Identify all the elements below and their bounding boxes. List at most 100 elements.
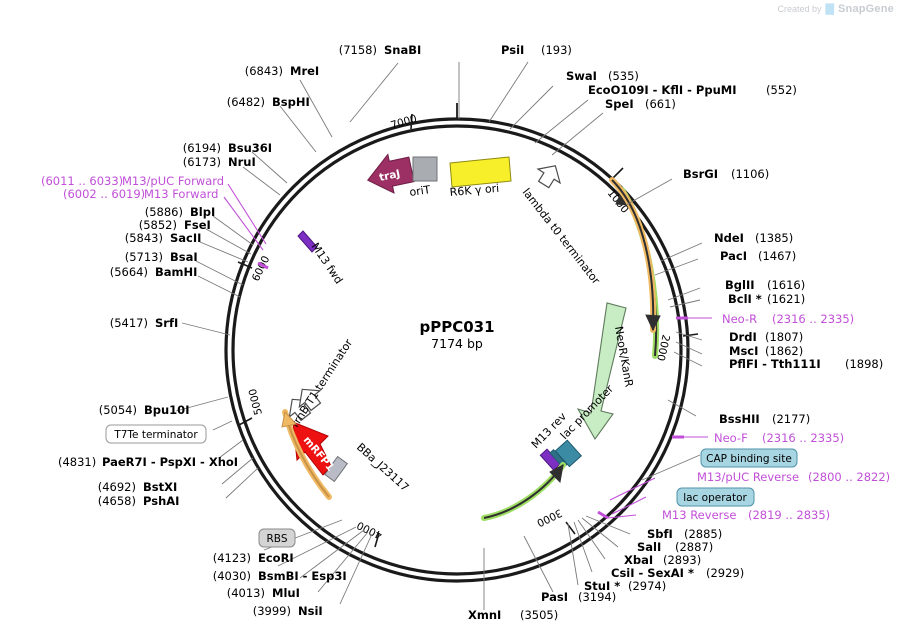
svg-text:(2893): (2893) (663, 553, 701, 567)
svg-text:(5054): (5054) (99, 403, 137, 417)
svg-text:NdeI: NdeI (714, 231, 744, 245)
svg-text:SrfI: SrfI (155, 316, 178, 330)
site-label: (5054) Bpu10I (99, 403, 190, 417)
site-label: SbfI (2885) (647, 527, 722, 541)
svg-text:SbfI: SbfI (647, 527, 673, 541)
feature-rrnb-t1-terminator[interactable]: rrnB T1 terminator (282, 336, 356, 430)
feature-m13-rev[interactable]: M13 rev (529, 410, 570, 471)
site-label: PasI (3194) (541, 590, 616, 604)
svg-text:BglII: BglII (725, 278, 755, 292)
svg-text:DrdI: DrdI (729, 330, 757, 344)
boxed-label-t7te-terminator[interactable]: T7Te terminator (105, 424, 207, 444)
svg-text:(6843): (6843) (245, 64, 283, 78)
snapgene-logo-icon: ▇ (825, 3, 834, 15)
svg-text:(1807): (1807) (765, 330, 803, 344)
svg-text:BclI *: BclI * (728, 292, 762, 306)
feature-orit[interactable]: oriT (409, 156, 438, 199)
site-label: (6843) MreI (245, 64, 319, 78)
site-label: (4831) PaeR7I - PspXI - XhoI (58, 455, 238, 469)
svg-text:(552): (552) (766, 83, 797, 97)
site-label: (5664) BamHI (110, 265, 198, 279)
boxed-label-text: lac operator (683, 492, 747, 504)
feature-r6k-ori[interactable]: R6K γ ori (449, 156, 512, 199)
svg-text:MscI: MscI (729, 344, 758, 358)
svg-text:(3194): (3194) (578, 590, 616, 604)
primer-label: M13/pUC Reverse (2800 .. 2822) (697, 470, 890, 484)
site-label: (4692) BstXI (98, 480, 178, 494)
site-label: MscI (1862) (729, 344, 803, 358)
feature-traj[interactable]: traJ (363, 150, 415, 198)
svg-text:(1621): (1621) (767, 292, 805, 306)
svg-text:BlpI: BlpI (190, 205, 215, 219)
feature-label-orit: oriT (409, 183, 432, 199)
site-label: PsiI (193) (501, 43, 572, 57)
svg-text:(2177): (2177) (772, 412, 810, 426)
svg-text:(3999): (3999) (253, 604, 291, 618)
feature-label-r6k-ori: R6K γ ori (449, 182, 500, 199)
site-label: BssHII (2177) (719, 412, 810, 426)
svg-text:(5417): (5417) (110, 316, 148, 330)
feature-label-bba-j23117: BBa_J23117 (354, 441, 411, 495)
svg-text:Neo-F: Neo-F (714, 431, 748, 445)
svg-text:(1862): (1862) (765, 344, 803, 358)
svg-text:M13 Forward: M13 Forward (144, 187, 218, 201)
site-label: PflFI - Tth111I (1898) (729, 357, 883, 371)
svg-text:(2316 .. 2335): (2316 .. 2335) (762, 431, 844, 445)
site-label: XbaI (2893) (624, 553, 701, 567)
svg-text:SpeI: SpeI (605, 97, 634, 111)
svg-text:M13/pUC Forward: M13/pUC Forward (122, 174, 224, 188)
svg-text:NsiI: NsiI (298, 604, 323, 618)
site-label: (6194) Bsu36I (183, 141, 272, 155)
svg-text:(535): (535) (608, 69, 639, 83)
svg-text:SnaBI: SnaBI (384, 43, 421, 57)
svg-text:(1898): (1898) (845, 357, 883, 371)
site-labels-right: BsrGI (1106) NdeI (1385) PacI (1467) BglII (… (584, 167, 883, 593)
plasmid-size: 7174 bp (431, 336, 483, 351)
svg-text:BstXI: BstXI (143, 480, 177, 494)
site-label: EcoO109I - KflI - PpuMI (552) (588, 83, 797, 97)
svg-text:EcoRI: EcoRI (258, 551, 294, 565)
svg-text:FseI: FseI (184, 218, 211, 232)
svg-text:Bsu36I: Bsu36I (228, 141, 272, 155)
feature-lac-promoter[interactable]: lac promoter (554, 382, 616, 468)
svg-text:(1616): (1616) (767, 278, 805, 292)
svg-text:M13/pUC Reverse: M13/pUC Reverse (697, 470, 799, 484)
svg-text:PflFI - Tth111I: PflFI - Tth111I (729, 357, 821, 371)
inner-direction-arrows (281, 177, 661, 521)
svg-text:(4692): (4692) (98, 480, 136, 494)
svg-text:(2800 .. 2822): (2800 .. 2822) (808, 470, 890, 484)
feature-lambda-t0-terminator[interactable]: lambda t0 terminator (520, 159, 603, 287)
svg-text:PacI: PacI (720, 249, 747, 263)
coordinate-ticks: 1000 2000 3000 4000 5000 6000 7000 (237, 103, 699, 548)
svg-text:M13 Reverse: M13 Reverse (662, 508, 736, 522)
svg-text:(6011 .. 6033): (6011 .. 6033) (41, 174, 123, 188)
boxed-label-cap-binding-site[interactable]: CAP binding site (700, 448, 798, 468)
site-label: (5886) BlpI (145, 205, 215, 219)
svg-text:(2316 .. 2335): (2316 .. 2335) (772, 312, 854, 326)
site-label: BglII (1616) (725, 278, 805, 292)
site-label: BclI * (1621) (728, 292, 805, 306)
feature-bba-j23117[interactable]: BBa_J23117 (323, 441, 412, 495)
svg-text:CsiI - SexAI *: CsiI - SexAI * (611, 566, 694, 580)
primer-label: (6011 .. 6033)M13/pUC Forward (41, 174, 224, 188)
boxed-label-lac-operator[interactable]: lac operator (676, 487, 755, 507)
svg-text:(6482): (6482) (227, 95, 265, 109)
svg-text:(4030): (4030) (213, 569, 251, 583)
feature-label-neor-kanr: NeoR/KanR (612, 325, 636, 388)
boxed-label-text: CAP binding site (706, 453, 792, 465)
svg-text:(6002 .. 6019): (6002 .. 6019) (63, 187, 145, 201)
svg-text:Bpu10I: Bpu10I (144, 403, 189, 417)
tick-7000: 7000 (389, 113, 418, 132)
svg-text:(2887): (2887) (675, 540, 713, 554)
svg-text:MreI: MreI (290, 64, 319, 78)
site-label: (3999) NsiI (253, 604, 323, 618)
site-label: XmnI (3505) (468, 608, 558, 622)
tick-2000: 2000 (654, 333, 699, 362)
feature-m13-fwd[interactable]: M13 fwd (297, 230, 345, 286)
primer-label: M13 Reverse (2819 .. 2835) (662, 508, 830, 522)
site-label: SwaI (535) (566, 69, 639, 83)
site-label: CsiI - SexAI * (2929) (611, 566, 744, 580)
boxed-label-rbs[interactable]: RBS (258, 528, 296, 548)
boxed-label-text: RBS (267, 533, 288, 545)
